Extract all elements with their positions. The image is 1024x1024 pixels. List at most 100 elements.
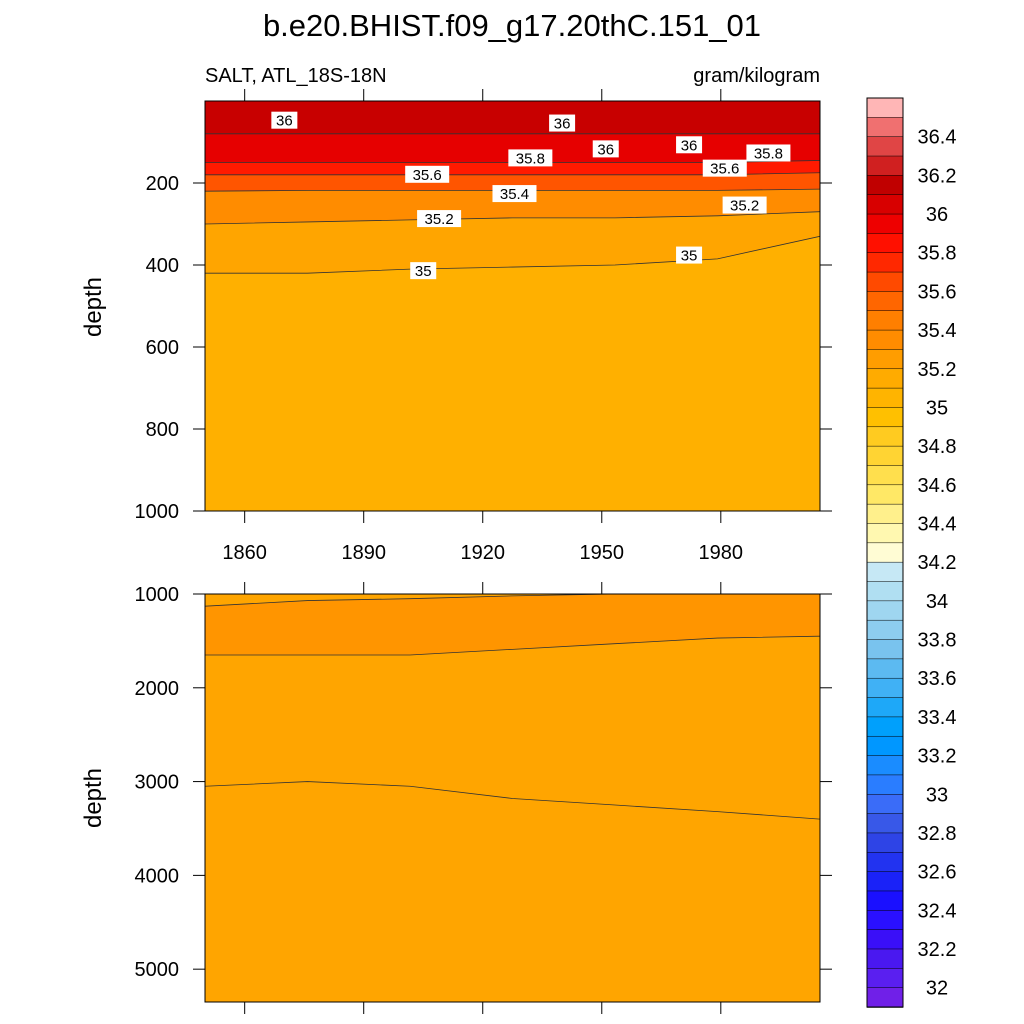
colorbar-segment [866, 175, 904, 196]
colorbar-segment [866, 291, 904, 312]
upper-contour-panel: 200 400 600 800 1000 1860 1890 1920 1950 1980 36 36… [135, 89, 832, 564]
colorbar-segment [866, 581, 904, 602]
colorbar-segment [866, 890, 904, 912]
chart-subtitle-left: SALT, ATL_18S-18N [205, 65, 387, 87]
lower-plot-frame [204, 593, 821, 1003]
colorbar-segment [866, 987, 904, 1008]
colorbar-segment [866, 117, 904, 138]
contour-label-background [549, 114, 576, 132]
upper-y-tick-label: 1000 [135, 501, 180, 523]
colorbar-label: 32 [926, 978, 948, 1000]
chart-subtitle-right: gram/kilogram [693, 65, 820, 87]
colorbar-label: 34.8 [918, 436, 957, 458]
contour-label-text: 36 [681, 137, 698, 154]
x-tick-label: 1980 [699, 542, 744, 564]
colorbar-label: 35 [926, 397, 948, 419]
colorbar-segment [866, 774, 904, 796]
colorbar-segment [866, 600, 904, 621]
colorbar-segment [866, 349, 904, 370]
contour-label-35.6: 35.6 [702, 159, 747, 178]
x-tick-label: 1890 [341, 542, 386, 564]
colorbar-segment [866, 213, 904, 235]
contour-label-background [702, 159, 747, 177]
colorbar-label: 33.8 [918, 630, 957, 652]
colorbar-segment [866, 503, 904, 525]
colorbar-label: 33.4 [918, 707, 957, 729]
colorbar-label: 34.2 [918, 552, 957, 574]
contour-label-35.8: 35.8 [508, 149, 553, 167]
contour-label-background [417, 210, 462, 228]
contour-label-background [271, 111, 298, 129]
lower-y-tick-label: 3000 [135, 772, 180, 794]
upper-y-axis-label: depth [80, 277, 107, 337]
colorbar-segment [866, 948, 904, 970]
colorbar-label: 35.2 [918, 359, 957, 381]
contour-label-background [746, 144, 791, 162]
colorbar-segment [866, 194, 904, 215]
colorbar-segment [866, 755, 904, 776]
contour-label-text: 35 [415, 263, 432, 280]
contour-label-background [676, 136, 703, 154]
colorbar-segment [866, 233, 904, 254]
colorbar-segment [866, 310, 904, 331]
chart-title: b.e20.BHIST.f09_g17.20thC.151_01 [263, 8, 761, 43]
lower-y-tick-label: 2000 [135, 678, 180, 700]
contour-label-background [676, 246, 703, 264]
contour-label-text: 36 [276, 113, 293, 130]
colorbar-segment [866, 368, 904, 389]
colorbar-segment [866, 639, 904, 660]
colorbar-segment [866, 813, 904, 834]
contour-label-35.4: 35.4 [492, 185, 537, 203]
colorbar-segment [866, 523, 904, 544]
contour-label-36: 36 [676, 136, 703, 154]
colorbar-label: 32.8 [918, 823, 957, 845]
contour-label-background [410, 262, 437, 280]
lower-contour-line-34.8 [205, 635, 820, 656]
lower-y-tick-label: 5000 [135, 959, 180, 981]
contour-label-text: 35.8 [516, 150, 545, 167]
colorbar-segment [866, 832, 904, 854]
upper-band-below-35 [205, 236, 820, 511]
colorbar-segment [866, 929, 904, 950]
x-tick-label: 1920 [460, 542, 505, 564]
contour-label-35: 35 [410, 262, 437, 280]
contour-label-background [492, 185, 537, 203]
colorbar-segment [866, 155, 904, 177]
colorbar-segment [866, 561, 904, 583]
upper-y-tick-label: 600 [146, 337, 179, 359]
lower-contour-line-34.6 [205, 781, 820, 820]
colorbar-segment [866, 97, 904, 119]
colorbar-label: 33 [926, 784, 948, 806]
colorbar-segment [866, 252, 904, 273]
colorbar-label: 32.4 [918, 900, 957, 922]
contour-label-36: 36 [549, 114, 576, 133]
upper-contour-line-35.2 [205, 211, 820, 225]
colorbar-segment [866, 136, 904, 157]
colorbar-segment [866, 658, 904, 679]
colorbar-segment [866, 445, 904, 467]
colorbar-segment [866, 735, 904, 757]
colorbar-label: 34.6 [918, 475, 957, 497]
colorbar-label: 34.4 [918, 513, 957, 535]
colorbar-label: 33.6 [918, 668, 957, 690]
colorbar-label: 36.2 [918, 165, 957, 187]
contour-label-35.2: 35.2 [417, 210, 462, 228]
colorbar-label: 36.4 [918, 127, 957, 149]
colorbar-segment [866, 794, 904, 815]
colorbar-segment [866, 542, 904, 563]
colorbar-segment [866, 697, 904, 718]
colorbar-label: 35.6 [918, 281, 957, 303]
upper-y-tick-label: 200 [146, 173, 179, 195]
contour-label-35.6: 35.6 [405, 165, 450, 184]
contour-label-35.8: 35.8 [746, 144, 791, 162]
upper-plot-frame [204, 100, 821, 512]
lower-contour-line-35 [205, 594, 820, 607]
contour-label-text: 35.8 [754, 145, 783, 162]
contour-label-background [722, 196, 767, 214]
lower-band-below-34.8 [205, 636, 820, 1002]
colorbar-segment [866, 852, 904, 873]
lower-y-axis-label: depth [80, 768, 107, 828]
colorbar-segment [866, 968, 904, 989]
contour-label-text: 35.2 [424, 211, 453, 228]
colorbar-frame [866, 97, 904, 1008]
